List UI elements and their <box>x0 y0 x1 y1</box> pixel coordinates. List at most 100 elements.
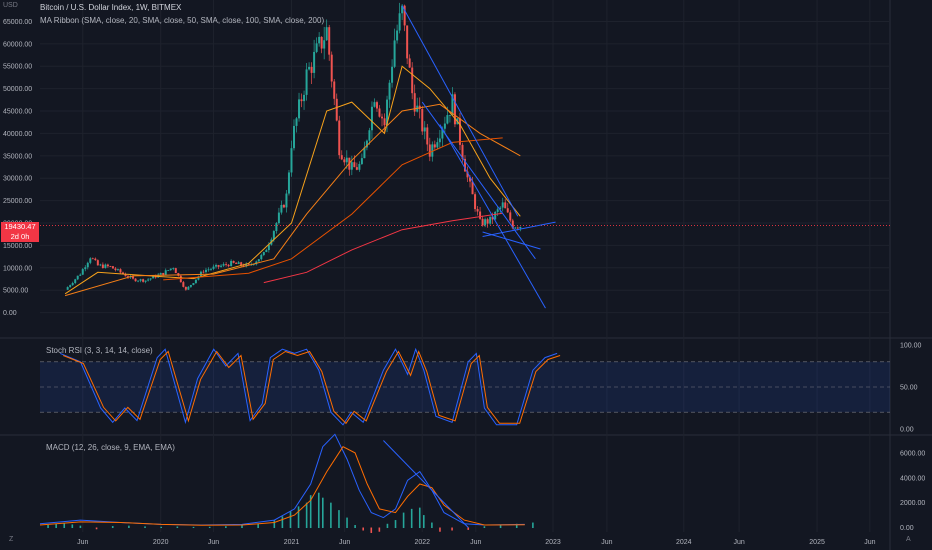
candle-body <box>257 259 260 262</box>
candle-body <box>252 264 255 266</box>
candle-body <box>265 249 268 253</box>
candle-body <box>365 140 368 148</box>
price-box: 19430.47 2d 0h <box>1 222 39 242</box>
candle-body <box>448 115 451 116</box>
candle-body <box>147 279 150 281</box>
candle-body <box>451 94 454 116</box>
y-tick-label: 60000.00 <box>3 41 32 48</box>
ma-line-20 <box>64 65 521 295</box>
y-tick-label: 40000.00 <box>3 131 32 138</box>
candle-body <box>94 258 97 261</box>
candle-body <box>516 227 519 229</box>
macd-histogram-bar <box>297 506 300 529</box>
candle-body <box>192 283 195 285</box>
price-pane[interactable] <box>40 2 890 309</box>
candle-body <box>237 262 240 264</box>
auto-scale-button[interactable]: A <box>906 536 911 543</box>
candle-body <box>207 269 210 271</box>
candle-body <box>393 40 396 67</box>
macd-histogram-bar <box>370 527 373 533</box>
y-tick-label: 35000.00 <box>3 153 32 160</box>
x-tick-label: Jun <box>470 539 481 546</box>
macd-histogram-bar <box>55 523 57 529</box>
macd-pane[interactable] <box>39 433 534 533</box>
macd-histogram-bar <box>378 527 381 532</box>
candle-body <box>99 264 102 266</box>
stoch-tick-label: 50.00 <box>900 385 918 392</box>
candle-body <box>370 106 373 131</box>
candle-body <box>69 285 72 288</box>
candle-body <box>308 66 311 70</box>
candle-body <box>204 269 207 273</box>
candle-body <box>275 223 278 232</box>
macd-histogram-bar <box>354 525 356 529</box>
candle-body <box>446 115 449 124</box>
candle-body <box>81 269 84 275</box>
zoom-button[interactable]: Z <box>9 536 14 543</box>
macd-histogram-bar <box>431 522 433 529</box>
candle-body <box>235 262 238 264</box>
candle-body <box>287 172 290 194</box>
x-tick-label: 2023 <box>545 539 561 546</box>
candle-body <box>345 157 348 163</box>
candle-body <box>210 268 213 270</box>
candle-body <box>137 280 140 282</box>
x-tick-label: Jun <box>733 539 744 546</box>
candle-body <box>230 260 233 267</box>
axes: 65000.00 60000.00 55000.00 50000.00 45000.00… <box>3 19 925 546</box>
y-tick-label: 55000.00 <box>3 64 32 71</box>
x-tick-label: 2021 <box>284 539 300 546</box>
macd-histogram-bar <box>79 525 82 529</box>
candle-body <box>282 204 285 208</box>
candle-body <box>499 207 502 210</box>
candle-body <box>428 144 431 157</box>
macd-histogram-bar <box>144 526 146 529</box>
candle-body <box>277 212 280 224</box>
candle-body <box>358 163 361 170</box>
trend-line <box>439 124 546 309</box>
candle-body <box>443 123 446 129</box>
candle-body <box>391 66 394 83</box>
y-tick-label: 50000.00 <box>3 86 32 93</box>
candle-body <box>106 264 109 267</box>
candle-body <box>373 102 376 107</box>
candle-body <box>474 194 477 210</box>
candle-body <box>116 269 119 271</box>
candle-body <box>338 120 341 156</box>
y-tick-label: 10000.00 <box>3 265 32 272</box>
candle-body <box>340 155 343 160</box>
stoch-rsi-pane[interactable] <box>40 347 890 426</box>
candle-body <box>378 108 381 117</box>
macd-histogram-bar <box>467 527 470 530</box>
candle-body <box>292 125 295 149</box>
candle-body <box>353 162 356 168</box>
ma-line-200 <box>263 212 503 284</box>
candle-body <box>149 278 152 280</box>
x-tick-label: 2024 <box>676 539 692 546</box>
candle-body <box>212 266 215 269</box>
candle-body <box>194 279 197 284</box>
candle-body <box>325 27 328 41</box>
candle-body <box>124 274 127 277</box>
candle-body <box>431 144 434 157</box>
x-tick-label: Jun <box>77 539 88 546</box>
candle-body <box>86 262 89 268</box>
macd-histogram-bar <box>257 523 259 529</box>
candle-body <box>368 130 371 141</box>
candle-body <box>225 264 228 265</box>
macd-histogram-bar <box>346 517 348 529</box>
candle-body <box>486 219 489 224</box>
candle-body <box>418 105 421 110</box>
bar-countdown: 2d 0h <box>10 232 30 241</box>
candle-body <box>413 93 416 112</box>
stoch-tick-label: 100.00 <box>900 343 922 350</box>
candle-body <box>514 227 517 229</box>
candle-body <box>489 216 492 224</box>
candle-body <box>303 94 306 102</box>
candle-body <box>360 158 363 164</box>
macd-histogram-bar <box>418 507 421 529</box>
candle-body <box>318 36 321 44</box>
candle-body <box>396 30 399 41</box>
